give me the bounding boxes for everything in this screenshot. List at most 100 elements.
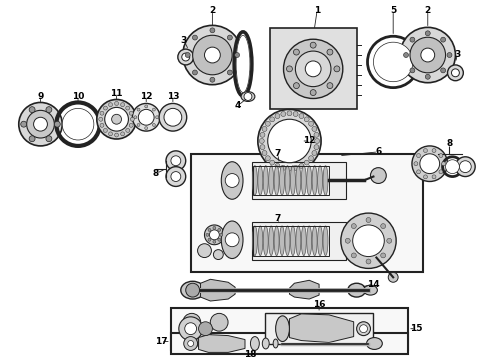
Text: 5: 5 (390, 6, 396, 15)
Circle shape (420, 154, 440, 174)
Circle shape (109, 132, 113, 136)
Text: 7: 7 (274, 149, 281, 158)
Polygon shape (198, 334, 245, 352)
Circle shape (275, 114, 280, 118)
Circle shape (159, 103, 187, 131)
Bar (252, 162, 346, 199)
Circle shape (441, 162, 445, 166)
Circle shape (166, 167, 186, 186)
Circle shape (312, 150, 317, 156)
Ellipse shape (280, 226, 285, 256)
Circle shape (182, 53, 190, 61)
Circle shape (423, 175, 427, 179)
Circle shape (275, 163, 280, 168)
Circle shape (381, 224, 386, 229)
Circle shape (451, 69, 460, 77)
Ellipse shape (307, 166, 312, 195)
Circle shape (46, 107, 52, 113)
Ellipse shape (258, 166, 263, 195)
Circle shape (220, 233, 223, 236)
Circle shape (327, 49, 333, 55)
Ellipse shape (296, 226, 301, 256)
Circle shape (293, 112, 298, 117)
Ellipse shape (318, 226, 322, 256)
Circle shape (366, 217, 371, 222)
Circle shape (129, 111, 133, 115)
Bar (253, 226, 329, 256)
Circle shape (121, 103, 124, 107)
Circle shape (287, 111, 292, 116)
Circle shape (227, 35, 232, 40)
Circle shape (137, 123, 140, 126)
Ellipse shape (252, 226, 257, 256)
Circle shape (138, 109, 154, 125)
Circle shape (244, 93, 252, 100)
Circle shape (103, 129, 107, 132)
Circle shape (171, 172, 181, 181)
Bar (270, 28, 357, 109)
Circle shape (204, 225, 224, 245)
Circle shape (126, 129, 130, 132)
Circle shape (188, 341, 194, 346)
Circle shape (351, 224, 356, 229)
Text: 1: 1 (314, 6, 320, 15)
Text: 16: 16 (313, 301, 325, 310)
Circle shape (218, 229, 221, 231)
Circle shape (179, 317, 202, 341)
Circle shape (208, 229, 211, 231)
Circle shape (213, 249, 223, 260)
Ellipse shape (262, 338, 269, 349)
Text: 15: 15 (410, 324, 422, 333)
Circle shape (439, 154, 443, 158)
Circle shape (309, 156, 314, 161)
Circle shape (262, 150, 267, 156)
Circle shape (262, 126, 267, 131)
Circle shape (156, 116, 159, 119)
Circle shape (171, 156, 181, 166)
Polygon shape (290, 280, 319, 299)
Ellipse shape (252, 166, 257, 195)
Ellipse shape (181, 281, 204, 299)
Circle shape (366, 259, 371, 264)
Circle shape (281, 166, 286, 170)
Circle shape (208, 238, 211, 241)
Ellipse shape (348, 283, 366, 297)
Text: 13: 13 (167, 92, 179, 101)
Ellipse shape (263, 166, 268, 195)
Ellipse shape (236, 35, 250, 93)
Circle shape (112, 114, 122, 124)
Circle shape (186, 283, 199, 297)
Circle shape (193, 70, 197, 75)
Circle shape (115, 133, 119, 137)
Circle shape (193, 35, 232, 75)
Circle shape (266, 156, 270, 161)
Text: 7: 7 (274, 213, 281, 222)
Circle shape (99, 117, 103, 121)
Circle shape (130, 117, 134, 121)
Text: 2: 2 (209, 6, 216, 15)
Circle shape (412, 146, 447, 181)
Bar (265, 313, 373, 345)
Text: 8: 8 (153, 169, 159, 178)
Circle shape (97, 99, 136, 139)
Circle shape (227, 70, 232, 75)
Circle shape (145, 105, 147, 108)
Circle shape (206, 233, 209, 236)
Circle shape (258, 109, 321, 172)
Circle shape (295, 51, 331, 87)
Circle shape (152, 108, 155, 111)
Circle shape (357, 322, 370, 336)
Circle shape (455, 157, 475, 176)
Circle shape (105, 107, 128, 131)
Circle shape (294, 49, 299, 55)
Circle shape (270, 160, 275, 165)
Text: 3: 3 (181, 36, 187, 45)
Circle shape (152, 123, 155, 126)
Ellipse shape (301, 166, 306, 195)
Circle shape (309, 121, 314, 126)
Ellipse shape (258, 226, 263, 256)
Ellipse shape (269, 226, 273, 256)
Circle shape (315, 139, 319, 143)
Ellipse shape (269, 166, 273, 195)
Circle shape (432, 175, 436, 179)
